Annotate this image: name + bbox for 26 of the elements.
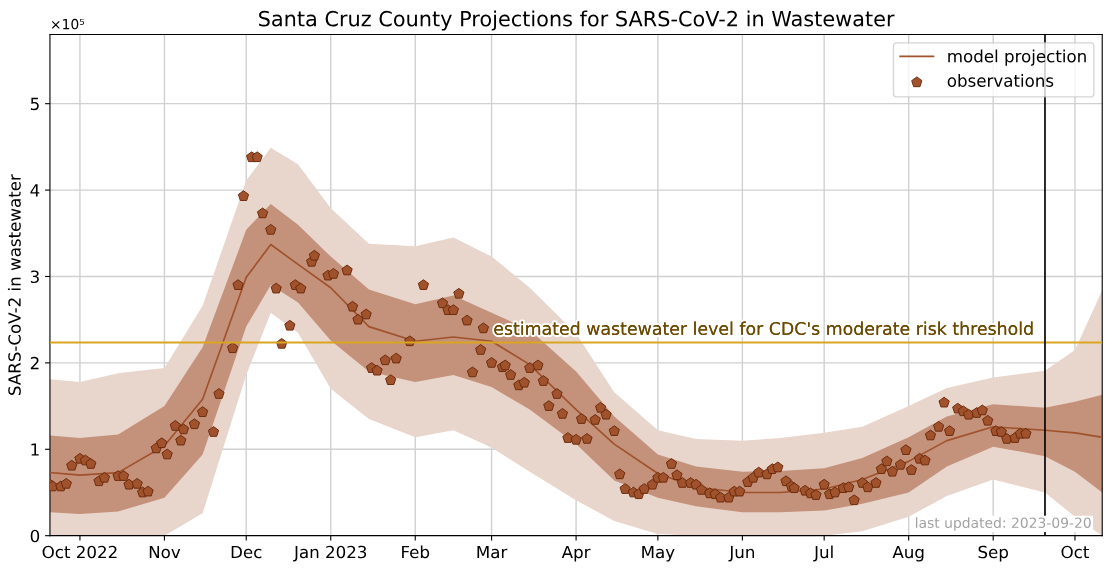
x-tick-label: Sep [978, 545, 1008, 562]
y-tick-label: 3 [30, 270, 39, 284]
y-tick-label: 0 [30, 529, 40, 543]
x-tick-label: Jul [813, 545, 833, 562]
x-tick-label: Aug [892, 545, 924, 562]
annotation: last updated: 2023-09-20 [915, 517, 1091, 531]
x-tick-label: Jun [728, 545, 754, 562]
legend-label: observations [947, 74, 1054, 87]
y-tick-label: 4 [30, 184, 40, 197]
chart-title: Santa Cruz County Projections for SARS-CoV-2 in Wastewater [259, 10, 895, 31]
x-tick-label: May [642, 545, 675, 562]
x-tick-label: Nov [149, 545, 181, 559]
y-axis-title: SARS-CoV-2 in wastewater [7, 174, 21, 395]
y-tick-label: 1 [31, 443, 39, 456]
x-tick-label: Oct 2022 [42, 545, 117, 559]
text: ×10⁵ [51, 18, 85, 30]
x-tick-label: Jan 2023 [293, 545, 367, 562]
x-tick-label: Mar [477, 545, 508, 559]
x-tick-label: Dec [231, 545, 262, 559]
legend-label: model projection [948, 49, 1086, 66]
y-tick-label: 2 [30, 356, 39, 370]
x-tick-label: Oct [1061, 545, 1089, 559]
y-tick-label: 5 [30, 97, 39, 111]
x-tick-label: Feb [402, 545, 430, 559]
x-tick-label: Apr [561, 545, 591, 562]
ref-line-label: estimated wastewater level for CDC's moderate risk threshold [494, 321, 1033, 336]
